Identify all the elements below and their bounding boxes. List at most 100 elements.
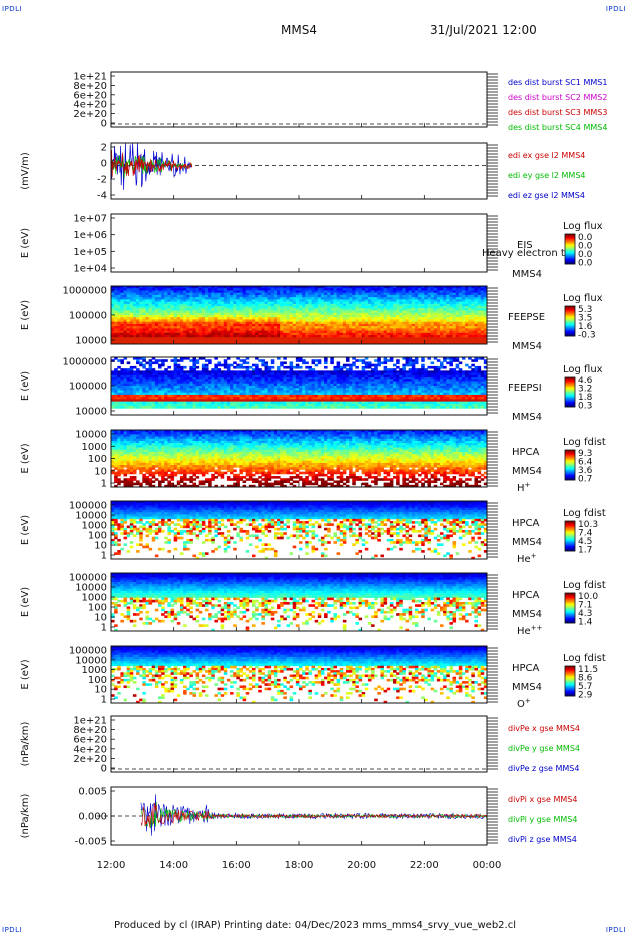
spectrogram-cell xyxy=(283,290,287,294)
spectrogram-cell xyxy=(474,294,478,298)
spectrogram-cell xyxy=(324,361,328,365)
spectrogram-cell xyxy=(371,288,375,291)
spectrogram-cell xyxy=(436,288,441,291)
spectrogram-cell xyxy=(211,299,215,303)
spectrogram-cell xyxy=(411,299,416,303)
instrument-label: EIS xyxy=(517,240,533,251)
spectrogram-cell xyxy=(289,286,297,289)
spectrogram-cell xyxy=(164,299,168,303)
legend-entry: des dist burst SC2 MMS2 xyxy=(508,93,607,102)
spectrogram-cell xyxy=(258,288,262,291)
spectrogram-cell xyxy=(286,292,290,296)
spectrogram-cell xyxy=(311,299,316,303)
datetime-title: 31/Jul/2021 12:00 xyxy=(430,23,537,37)
spectrogram-cell xyxy=(317,286,322,289)
spectrogram-cell xyxy=(280,299,284,303)
spectrogram-cell xyxy=(483,290,488,294)
spectrogram-cell xyxy=(267,299,272,303)
spectrogram-cell xyxy=(242,299,247,303)
spectrogram-cell xyxy=(396,286,400,289)
spectrogram-cell xyxy=(136,288,140,291)
spectrogram-cell xyxy=(327,294,331,298)
spectrogram-cell xyxy=(158,297,162,300)
spectrogram-cell xyxy=(374,359,378,362)
colorbar-segment xyxy=(565,235,575,237)
spectrogram-cell xyxy=(148,290,153,294)
spectrogram-cell xyxy=(170,299,175,303)
spectrogram-cell xyxy=(111,288,115,291)
spectrogram-cell xyxy=(427,297,431,300)
spectrogram-cell xyxy=(164,301,168,305)
spectrogram-cell xyxy=(142,299,146,303)
spectrogram-cell xyxy=(299,359,303,362)
colorbar-segment xyxy=(565,249,575,251)
corner-label-bottom-right: IPDLI xyxy=(605,926,626,934)
spectrogram-cell xyxy=(396,288,400,291)
spectrogram-cell xyxy=(132,365,137,369)
spectrogram-cell xyxy=(198,288,203,291)
spectrogram-cell xyxy=(267,297,272,300)
spectrogram-cell xyxy=(242,294,247,298)
spectrogram-cell xyxy=(421,299,425,303)
spectrogram-cell xyxy=(208,297,212,300)
spectrogram-cell xyxy=(292,365,297,369)
spectrogram-cell xyxy=(158,288,162,291)
spectrogram-cell xyxy=(189,297,193,300)
spectrogram-cell xyxy=(314,294,319,298)
spectrogram-cell xyxy=(352,286,356,289)
spectrogram-cell xyxy=(117,294,121,298)
spectrogram-cell xyxy=(458,299,463,303)
spectrogram-cell xyxy=(411,294,416,298)
spectrogram-cell xyxy=(477,292,482,296)
spectrogram-cell xyxy=(477,294,482,298)
spectrogram-cell xyxy=(474,286,478,289)
spectrogram-cell xyxy=(270,365,275,369)
spectrogram-cell xyxy=(208,294,212,298)
colorbar-title: Log flux xyxy=(563,221,603,232)
spectrogram-cell xyxy=(433,286,438,289)
spectrogram-cell xyxy=(158,359,162,362)
spectrogram-cell xyxy=(317,292,322,296)
spectrogram-cell xyxy=(465,297,469,300)
spectrogram-cell xyxy=(305,299,309,303)
spectrogram-cell xyxy=(465,292,469,296)
spectrogram-cell xyxy=(167,294,171,298)
spectrogram-cell xyxy=(205,288,209,291)
spectrogram-cell xyxy=(239,286,243,289)
spectrogram-cell xyxy=(389,292,394,296)
spectrogram-cell xyxy=(374,297,378,300)
spectrogram-cell xyxy=(440,297,444,300)
spectrogram-cell xyxy=(320,286,325,289)
spectrogram-cell xyxy=(148,301,153,305)
spectrogram-cell xyxy=(208,290,212,294)
spectrogram-cell xyxy=(236,290,240,294)
legend-entry: des dist burst SC3 MMS3 xyxy=(508,108,607,117)
spectrogram-cell xyxy=(170,290,175,294)
spectrogram-cell xyxy=(336,299,341,303)
spectrogram-cell xyxy=(333,288,337,291)
spectrogram-cell xyxy=(383,361,388,365)
spectrogram-cell xyxy=(408,292,413,296)
y-axis-label: E (eV) xyxy=(20,300,31,330)
spectrogram-cell xyxy=(461,290,466,294)
colorbar-segment xyxy=(565,234,575,236)
spectrogram-cell xyxy=(245,290,250,294)
spectrogram-cell xyxy=(374,299,378,303)
spectrogram-cell xyxy=(436,292,441,296)
spectrogram-cell xyxy=(371,297,375,300)
spectrogram-cell xyxy=(386,294,391,298)
spectrogram-cell xyxy=(145,290,149,294)
spectrogram-cell xyxy=(436,286,441,289)
spectrogram-cell xyxy=(280,286,284,289)
spectrogram-cell xyxy=(120,292,124,296)
spectrogram-cell xyxy=(418,292,422,296)
spectrogram-cell xyxy=(305,290,309,294)
spectrogram-cell xyxy=(270,288,275,291)
spectrogram-cell xyxy=(389,290,394,294)
spectrogram-cell xyxy=(377,299,381,303)
spectrogram-cell xyxy=(286,297,290,300)
spectrogram-cell xyxy=(474,359,478,362)
spectrogram-cell xyxy=(333,297,337,300)
spectrogram-cell xyxy=(161,299,165,303)
spectrogram-cell xyxy=(361,297,366,300)
